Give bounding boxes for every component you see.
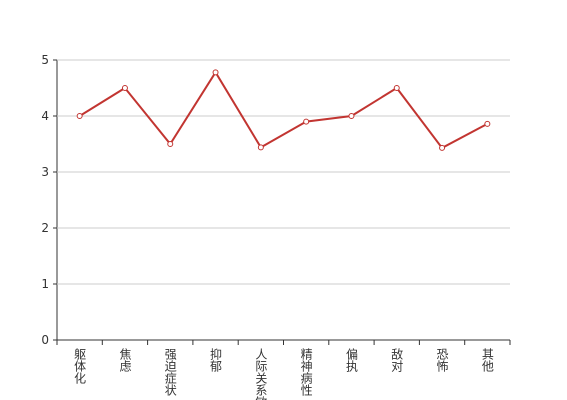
y-tick-label: 2 (41, 221, 49, 235)
x-tick-label: 焦虑 (118, 348, 132, 372)
point (76, 113, 83, 119)
x-tick-label: 抑郁 (209, 347, 223, 373)
y-tick-label: 3 (41, 165, 49, 179)
y-tick-label: 0 (41, 333, 49, 347)
point (303, 118, 310, 125)
x-tick-label: 偏执 (344, 347, 358, 373)
point (167, 141, 174, 147)
x-tick-label: 精神病性 (299, 348, 313, 397)
point (484, 120, 491, 127)
x-tick-label: 恐怖 (435, 348, 449, 372)
y-tick-label: 4 (41, 109, 49, 123)
point (121, 85, 128, 91)
point (257, 144, 264, 151)
x-tick-label: 敌对 (390, 347, 404, 372)
x-tick-label: 强迫症状 (163, 348, 177, 396)
point (439, 144, 446, 151)
point (393, 85, 400, 91)
x-tick-label: 人际关系敏感 (254, 348, 268, 400)
point (348, 113, 355, 119)
line-series (79, 70, 488, 150)
y-tick-label: 1 (41, 277, 49, 291)
x-tick-label: 其他 (480, 348, 494, 372)
point (212, 69, 219, 76)
x-tick-label: 躯体化 (73, 347, 87, 385)
y-tick-label: 5 (41, 53, 49, 67)
